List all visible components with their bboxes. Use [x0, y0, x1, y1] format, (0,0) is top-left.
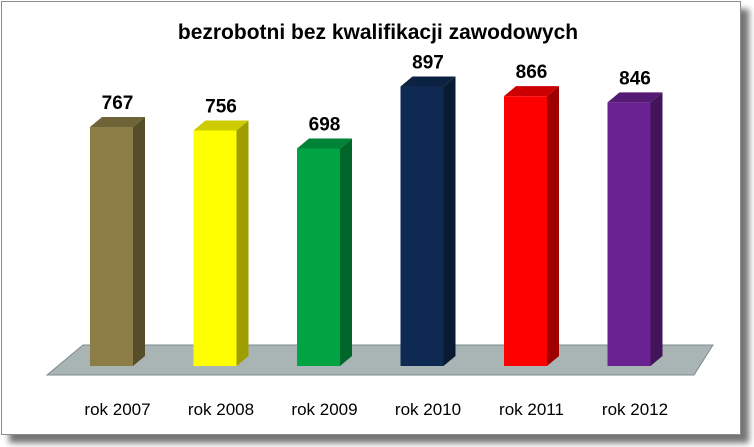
bar-front — [297, 148, 340, 366]
x-tick-label: rok 2008 — [188, 400, 254, 419]
bar-side — [236, 120, 249, 366]
bar-top — [400, 76, 456, 87]
bar-top — [297, 138, 352, 149]
bar-side — [547, 86, 559, 366]
data-label: 767 — [102, 93, 134, 114]
bar — [607, 92, 663, 367]
bar-side — [133, 117, 145, 366]
data-labels-group: 767 756 698 897 866 846 — [102, 53, 651, 136]
bar-front — [400, 86, 444, 367]
bar — [504, 86, 559, 366]
bar-top — [90, 117, 145, 128]
bar-top — [504, 86, 559, 97]
data-label: 897 — [412, 53, 444, 74]
x-axis-tick-labels: rok 2007 rok 2008 rok 2009 rok 2010 rok 2011… — [84, 400, 668, 419]
chart-title: bezrobotni bez kwalifikacji zawodowych — [178, 21, 578, 44]
x-tick-label: rok 2011 — [499, 400, 564, 419]
x-tick-label: rok 2012 — [602, 400, 668, 419]
x-tick-label: rok 2010 — [395, 400, 461, 419]
bar-front — [90, 127, 133, 366]
data-label: 866 — [516, 62, 548, 83]
x-tick-label: rok 2007 — [84, 400, 150, 419]
bar-front — [193, 130, 237, 366]
bar-top — [607, 92, 663, 103]
bar — [90, 117, 145, 366]
data-label: 846 — [619, 68, 651, 89]
bar-side — [650, 92, 663, 367]
bar-front — [607, 102, 651, 367]
bar-side — [340, 138, 352, 366]
bar-top — [193, 120, 249, 131]
bar — [400, 76, 456, 367]
bar-front — [504, 96, 547, 366]
x-tick-label: rok 2009 — [291, 400, 357, 419]
data-label: 756 — [205, 96, 237, 117]
bar-side — [443, 76, 456, 367]
bar — [297, 138, 352, 366]
bars-group — [90, 76, 663, 367]
data-label: 698 — [309, 115, 341, 136]
bar — [193, 120, 249, 366]
